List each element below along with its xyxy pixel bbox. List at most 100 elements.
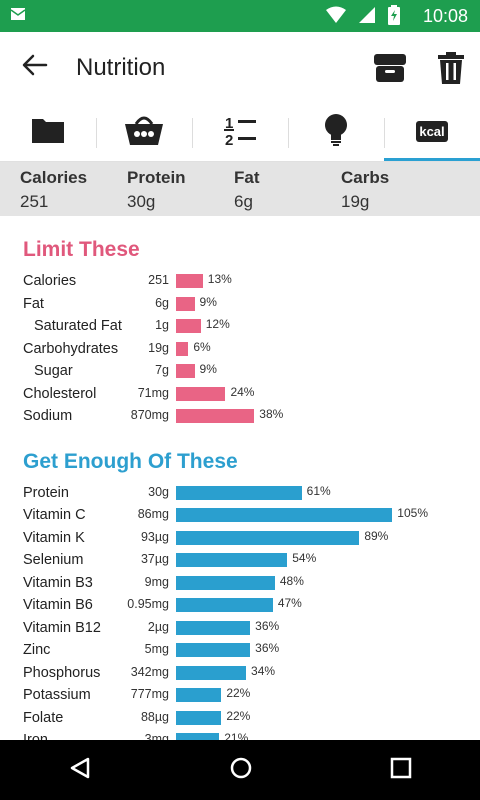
nutrient-row: Vitamin C 86mg 105%: [0, 504, 480, 527]
nutrient-amount: 88µg: [140, 709, 169, 724]
summary-label: Protein: [127, 168, 186, 187]
nav-home-icon[interactable]: [229, 756, 253, 785]
nutrient-amount: 6g: [155, 295, 169, 310]
svg-text:2: 2: [225, 132, 233, 147]
percent-label: 38%: [259, 407, 284, 421]
tab-tips[interactable]: [288, 104, 384, 161]
nutrient-amount: 86mg: [137, 507, 169, 521]
nutrient-row: Vitamin B12 2µg 36%: [0, 617, 480, 640]
percent-bar: [176, 508, 393, 522]
percent-bar: [176, 409, 255, 423]
folder-icon: [31, 116, 65, 149]
enough-rows: Protein 30g 61% Vitamin C 86mg 105% Vitamin K 9…: [0, 482, 480, 740]
summary-protein: Protein 30g: [127, 162, 234, 216]
percent-label: 34%: [251, 663, 276, 678]
nav-recents-icon[interactable]: [390, 757, 412, 784]
mail-icon: [10, 7, 26, 26]
status-time: 10:08: [422, 6, 468, 26]
percent-label: 22%: [226, 708, 251, 723]
nutrient-row: Saturated Fat 1g 12%: [0, 315, 480, 338]
status-bar: 10:08: [0, 0, 480, 32]
percent-bar: [176, 530, 360, 545]
nutrition-summary: Calories 251 Protein 30g Fat 6g Carbs 19…: [0, 162, 480, 216]
nutrient-name: Sodium: [23, 408, 73, 424]
nutrient-amount: 93µg: [140, 529, 169, 544]
summary-carbs: Carbs 19g: [341, 162, 448, 216]
nutrient-row: Sodium 870mg 38%: [0, 405, 480, 428]
percent-bar: [176, 575, 275, 590]
kcal-icon: kcal: [416, 120, 448, 142]
nutrient-row: Phosphorus 342mg 34%: [0, 662, 480, 685]
percent-bar: [176, 553, 288, 567]
percent-bar: [176, 364, 195, 378]
back-arrow-icon[interactable]: [20, 50, 52, 82]
percent-label: 89%: [364, 528, 389, 543]
nutrient-row: Carbohydrates 19g 6%: [0, 338, 480, 361]
percent-label: 36%: [255, 641, 280, 655]
nutrient-amount: 3mg: [144, 732, 169, 740]
page-title: Nutrition: [76, 54, 166, 81]
nutrient-amount: 251: [148, 273, 169, 287]
summary-value: 251: [20, 192, 49, 211]
nutrient-amount: 1g: [155, 318, 169, 332]
summary-fat: Fat 6g: [234, 162, 341, 216]
nutrient-amount: 19g: [148, 340, 169, 355]
percent-bar: [176, 319, 201, 333]
nutrient-row: Calories 251 13%: [0, 270, 480, 293]
nutrient-name: Vitamin B3: [23, 574, 93, 591]
summary-label: Carbs: [341, 168, 390, 187]
nutrient-amount: 0.95mg: [127, 597, 169, 611]
app-bar: Nutrition: [0, 32, 480, 104]
nav-back-icon[interactable]: [68, 756, 92, 785]
tab-basket[interactable]: [96, 104, 192, 161]
trash-icon[interactable]: [438, 52, 464, 89]
nutrient-name: Potassium: [23, 687, 91, 703]
system-nav-bar: [0, 740, 480, 800]
percent-bar: [176, 710, 222, 725]
percent-label: 54%: [292, 551, 317, 565]
nutrient-row: Protein 30g 61%: [0, 482, 480, 505]
nutrient-row: Folate 88µg 22%: [0, 707, 480, 730]
nutrient-amount: 9mg: [144, 574, 169, 589]
nutrient-row: Fat 6g 9%: [0, 293, 480, 316]
percent-label: 48%: [279, 573, 304, 588]
nutrient-name: Saturated Fat: [34, 318, 122, 334]
percent-bar: [176, 598, 273, 612]
summary-label: Calories: [20, 168, 88, 187]
nutrient-name: Vitamin B12: [23, 619, 101, 636]
nutrient-list[interactable]: Limit These Calories 251 13% Fat 6g 9% Saturat…: [0, 162, 480, 740]
percent-label: 47%: [277, 596, 302, 610]
percent-label: 36%: [255, 618, 280, 633]
nutrient-row: Cholesterol 71mg 24%: [0, 383, 480, 406]
percent-bar: [176, 733, 220, 740]
nutrient-amount: 342mg: [130, 664, 169, 679]
summary-value: 6g: [234, 192, 253, 211]
nutrient-row: Selenium 37µg 54%: [0, 549, 480, 572]
nutrient-amount: 7g: [155, 363, 169, 377]
nutrient-name: Zinc: [23, 642, 51, 658]
summary-calories: Calories 251: [20, 162, 127, 216]
nutrient-name: Protein: [23, 484, 69, 501]
nutrient-row: Potassium 777mg 22%: [0, 684, 480, 707]
tab-folder[interactable]: [0, 104, 96, 161]
nutrient-name: Iron: [23, 732, 48, 740]
nutrient-amount: 30g: [148, 484, 169, 499]
percent-label: 21%: [224, 731, 249, 740]
wifi-icon: [326, 6, 346, 29]
nutrient-name: Sugar: [34, 363, 73, 379]
percent-bar: [176, 665, 247, 680]
nutrient-row: Iron 3mg 21%: [0, 729, 480, 740]
percent-label: 6%: [193, 339, 211, 354]
archive-box-icon[interactable]: [372, 52, 408, 89]
percent-label: 22%: [226, 686, 251, 700]
percent-label: 105%: [397, 506, 428, 520]
percent-label: 61%: [306, 483, 331, 498]
nutrient-name: Fat: [23, 295, 44, 312]
nutrient-amount: 71mg: [137, 385, 169, 400]
battery-icon: [388, 5, 400, 30]
tab-kcal[interactable]: kcal: [384, 104, 480, 161]
summary-value: 30g: [127, 192, 156, 211]
nutrient-name: Carbohydrates: [23, 340, 119, 357]
